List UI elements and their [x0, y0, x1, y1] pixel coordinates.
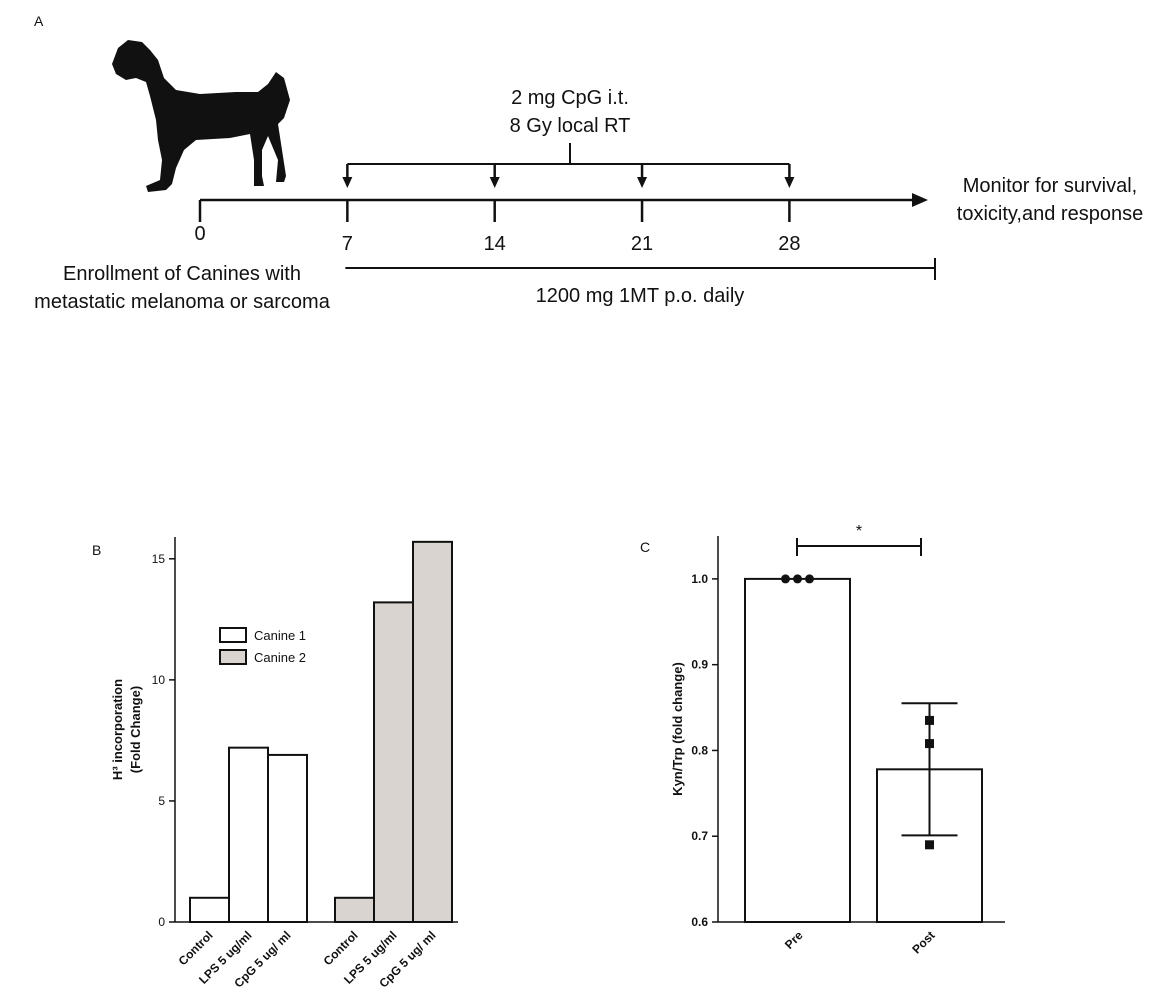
day-label: 0 — [194, 223, 205, 245]
data-point — [793, 574, 802, 583]
data-point — [925, 716, 934, 725]
dose-arrowhead — [784, 177, 794, 188]
panel-label: B — [92, 542, 101, 558]
x-tick-label: Post — [909, 928, 937, 956]
bar — [335, 898, 374, 922]
data-point — [925, 739, 934, 748]
treatment-text: 2 mg CpG i.t. — [511, 87, 629, 109]
bar — [374, 602, 413, 922]
enrollment-text: metastatic melanoma or sarcoma — [34, 291, 331, 313]
y-tick-label: 0.7 — [691, 829, 708, 843]
y-tick-label: 0.9 — [691, 658, 708, 672]
figure: A 0 7 14 21 28 2 mg CpG i.t. 8 Gy local RT Monit… — [0, 0, 1164, 1002]
day-label: 28 — [778, 233, 800, 255]
legend-swatch — [220, 628, 246, 642]
y-tick-label: 10 — [152, 673, 166, 687]
significance-label: * — [856, 523, 862, 540]
enrollment-text: Enrollment of Canines with — [63, 263, 301, 285]
x-tick-label: Pre — [782, 928, 806, 952]
y-tick-label: 0.8 — [691, 743, 708, 757]
y-axis-label: H³ incorporation — [110, 679, 125, 780]
bar — [268, 755, 307, 922]
maintenance-text: 1200 mg 1MT p.o. daily — [536, 285, 745, 307]
data-point — [925, 840, 934, 849]
dose-arrowhead — [637, 177, 647, 188]
y-axis-label: (Fold Change) — [128, 686, 143, 773]
y-tick-label: 0 — [158, 915, 165, 929]
day-label: 14 — [484, 233, 506, 255]
treatment-text: 8 Gy local RT — [510, 115, 631, 137]
dose-arrowhead — [342, 177, 352, 188]
legend-swatch — [220, 650, 246, 664]
y-axis-label: Kyn/Trp (fold change) — [670, 662, 685, 796]
day-label: 21 — [631, 233, 653, 255]
bar — [190, 898, 229, 922]
bar — [229, 748, 268, 922]
panel-label: C — [640, 539, 650, 555]
bar — [745, 579, 850, 922]
data-point — [805, 574, 814, 583]
dose-arrowhead — [490, 177, 500, 188]
data-point — [781, 574, 790, 583]
outcome-text: toxicity,and response — [957, 203, 1143, 225]
timeline-arrowhead — [912, 193, 928, 207]
panel-label: A — [34, 13, 44, 29]
y-tick-label: 1.0 — [691, 572, 708, 586]
y-tick-label: 5 — [158, 794, 165, 808]
legend-label: Canine 1 — [254, 628, 306, 643]
legend-label: Canine 2 — [254, 650, 306, 665]
y-tick-label: 0.6 — [691, 915, 708, 929]
bar — [413, 542, 452, 922]
outcome-text: Monitor for survival, — [963, 175, 1138, 197]
dog-silhouette — [112, 40, 290, 192]
y-tick-label: 15 — [152, 552, 166, 566]
day-label: 7 — [342, 233, 353, 255]
